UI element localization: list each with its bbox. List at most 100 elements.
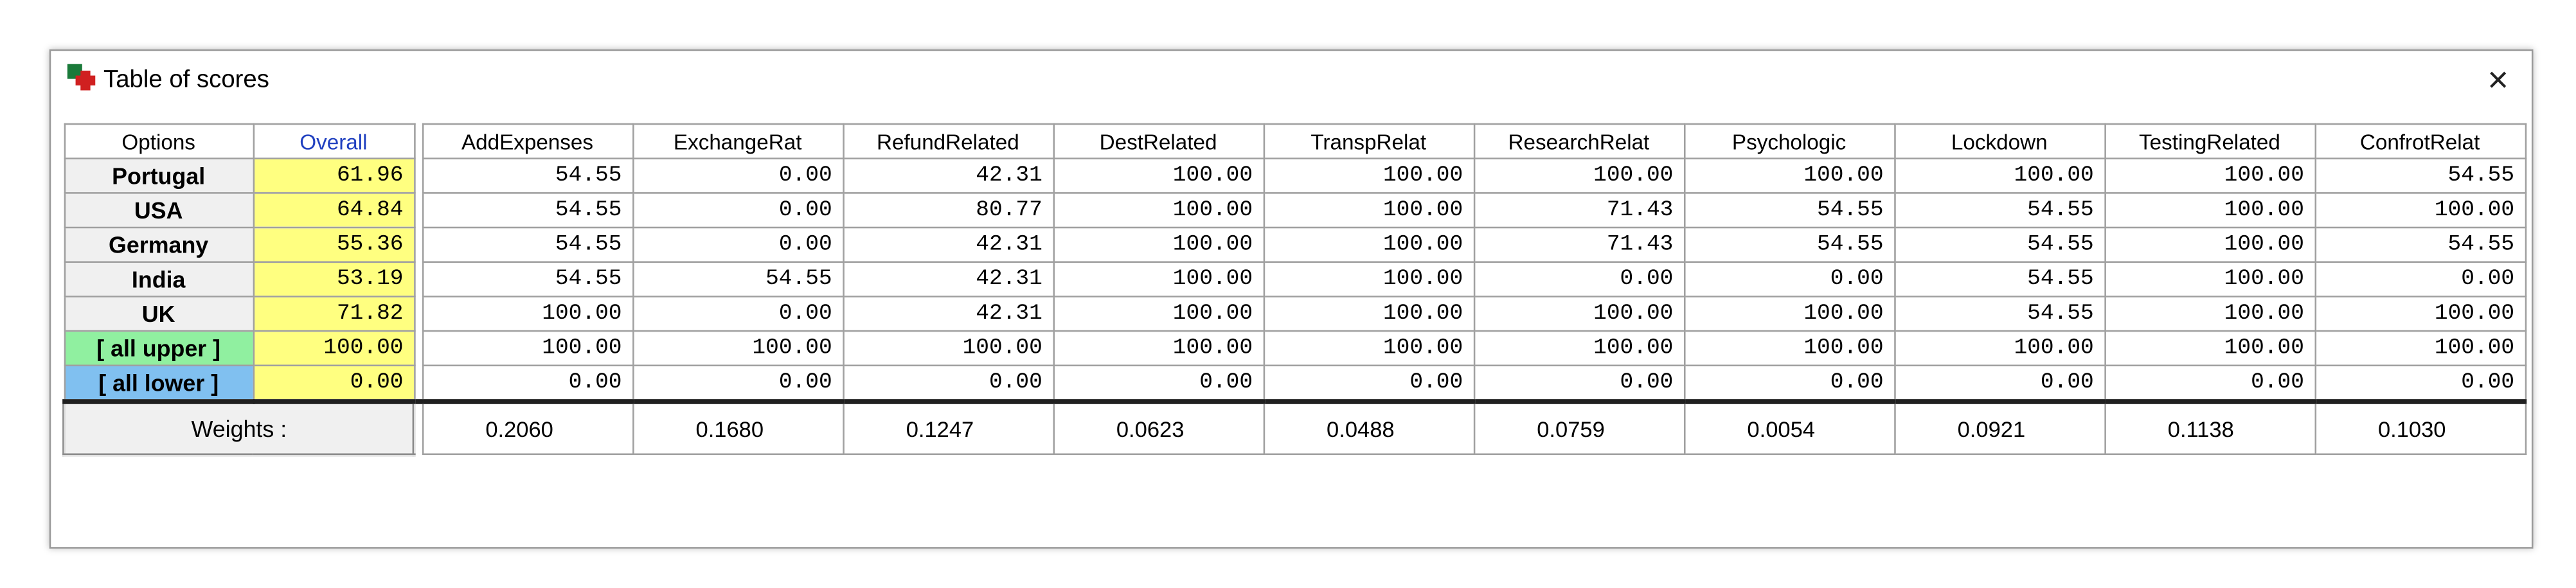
row-label: UK	[63, 296, 254, 332]
score-cell: 100.00	[2104, 226, 2316, 263]
score-cell: 54.55	[421, 261, 634, 298]
score-cell: 100.00	[1052, 330, 1264, 367]
column-header[interactable]: TranspRelat	[1262, 123, 1475, 159]
header-row: Options Overall AddExpenses ExchangeRat Refu…	[63, 123, 2527, 159]
weight-cell: 0.1030	[2314, 399, 2527, 456]
score-cell: 42.31	[842, 157, 1054, 194]
overall-score: 71.82	[252, 296, 415, 332]
weights-row: Weights :0.2060 0.1680 0.1247 0.0623 0.0488 0…	[62, 399, 2527, 456]
score-cell: 100.00	[1052, 296, 1264, 332]
score-cell: 71.43	[1472, 226, 1685, 263]
score-cell: 54.55	[421, 226, 634, 263]
column-header[interactable]: Lockdown	[1893, 123, 2106, 159]
score-cell: 100.00	[842, 330, 1054, 367]
overall-score: 0.00	[252, 364, 415, 403]
overall-score: 55.36	[252, 226, 415, 263]
overall-score: 61.96	[252, 157, 415, 194]
spacer	[413, 399, 422, 454]
app-icon	[67, 64, 96, 91]
score-cell: 0.00	[421, 364, 634, 403]
score-cell: 100.00	[1683, 157, 1895, 194]
score-cell: 54.55	[631, 261, 844, 298]
score-cell: 42.31	[842, 261, 1054, 298]
weight-cell: 0.0759	[1472, 399, 1685, 456]
score-cell: 54.55	[1683, 192, 1895, 229]
column-header[interactable]: Psychologic	[1683, 123, 1895, 159]
overall-score: 64.84	[252, 192, 415, 229]
column-header[interactable]: RefundRelated	[842, 123, 1054, 159]
score-cell: 100.00	[1893, 330, 2106, 367]
score-cell: 54.55	[1893, 261, 2106, 298]
score-cell: 100.00	[1472, 330, 1685, 367]
score-cell: 100.00	[2104, 157, 2316, 194]
row-label: [ all upper ]	[63, 330, 254, 367]
score-cell: 100.00	[2104, 296, 2316, 332]
weight-cell: 0.0054	[1683, 399, 1895, 456]
score-cell: 100.00	[1683, 330, 1895, 367]
weight-cell: 0.1247	[842, 399, 1054, 456]
score-cell: 54.55	[1893, 192, 2106, 229]
score-cell: 54.55	[1893, 226, 2106, 263]
row-label: Portugal	[63, 157, 254, 194]
score-cell: 0.00	[842, 364, 1054, 403]
score-cell: 0.00	[1262, 364, 1475, 403]
window: Table of scores × Options Overall AddExpen…	[49, 49, 2534, 549]
data-row: Germany 55.36 54.55 0.00 42.31 100.00 100.00 71…	[63, 226, 2527, 263]
row-label: India	[63, 261, 254, 298]
score-cell: 100.00	[1262, 226, 1475, 263]
title-bar: Table of scores ×	[51, 51, 2532, 113]
weight-cell: 0.1138	[2104, 399, 2316, 456]
score-cell: 100.00	[1262, 296, 1475, 332]
spacer	[413, 296, 422, 332]
column-header[interactable]: DestRelated	[1052, 123, 1264, 159]
spacer	[413, 227, 422, 262]
score-cell: 0.00	[1683, 364, 1895, 403]
data-row: India 53.19 54.55 54.55 42.31 100.00 100.00 0.0…	[63, 261, 2527, 298]
score-cell: 100.00	[2104, 261, 2316, 298]
score-cell: 100.00	[421, 330, 634, 367]
column-header[interactable]: ExchangeRat	[631, 123, 844, 159]
score-cell: 100.00	[2314, 330, 2527, 367]
data-row: [ all upper ] 100.00 100.00 100.00 100.00 100…	[63, 330, 2527, 367]
score-cell: 0.00	[1052, 364, 1264, 403]
data-row: USA 64.84 54.55 0.00 80.77 100.00 100.00 71.43 5…	[63, 192, 2527, 229]
score-cell: 71.43	[1472, 192, 1685, 229]
weight-cell: 0.1680	[631, 399, 844, 456]
score-cell: 100.00	[1052, 157, 1264, 194]
column-header[interactable]: Options	[63, 123, 254, 159]
score-cell: 0.00	[2314, 261, 2527, 298]
score-cell: 0.00	[631, 296, 844, 332]
spacer	[413, 158, 422, 193]
close-button[interactable]: ×	[2487, 59, 2509, 100]
score-cell: 100.00	[421, 296, 634, 332]
score-cell: 100.00	[1052, 192, 1264, 229]
score-cell: 0.00	[2104, 364, 2316, 403]
score-cell: 0.00	[631, 226, 844, 263]
weight-cell: 0.0623	[1052, 399, 1264, 456]
score-cell: 100.00	[2104, 330, 2316, 367]
column-header[interactable]: AddExpenses	[421, 123, 634, 159]
score-cell: 100.00	[1262, 192, 1475, 229]
score-cell: 42.31	[842, 226, 1054, 263]
score-cell: 100.00	[1262, 330, 1475, 367]
data-row: Portugal 61.96 54.55 0.00 42.31 100.00 100.00 1…	[63, 157, 2527, 194]
weight-cell: 0.0488	[1262, 399, 1475, 456]
score-table: Options Overall AddExpenses ExchangeRat Refu…	[62, 123, 2527, 456]
score-cell: 100.00	[2314, 296, 2527, 332]
score-cell: 0.00	[631, 192, 844, 229]
weights-label: Weights :	[62, 399, 416, 456]
score-cell: 54.55	[2314, 157, 2527, 194]
column-header[interactable]: ConfrotRelat	[2314, 123, 2527, 159]
score-cell: 54.55	[2314, 226, 2527, 263]
overall-score: 53.19	[252, 261, 415, 298]
spacer	[413, 365, 422, 402]
score-cell: 0.00	[1683, 261, 1895, 298]
score-cell: 100.00	[1052, 226, 1264, 263]
column-header[interactable]: ResearchRelat	[1472, 123, 1685, 159]
column-header[interactable]: Overall	[252, 123, 415, 159]
score-cell: 54.55	[1893, 296, 2106, 332]
column-header[interactable]: TestingRelated	[2104, 123, 2316, 159]
row-label: Germany	[63, 226, 254, 263]
weight-cell: 0.2060	[421, 399, 634, 456]
